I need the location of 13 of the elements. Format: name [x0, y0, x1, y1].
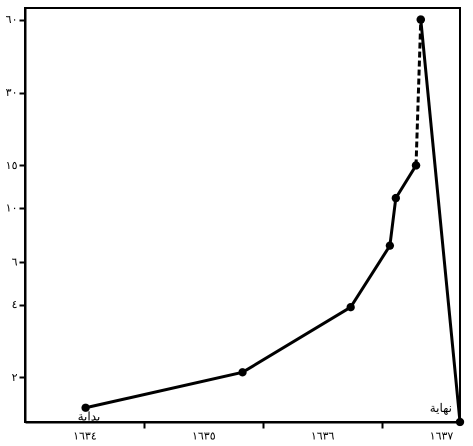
x-tick-label: ١٦٣٧ — [430, 430, 454, 442]
annotation: نهاية — [430, 401, 452, 415]
annotation: بداية — [78, 410, 100, 424]
y-tick-label: ١٥ — [6, 158, 18, 172]
y-tick-label: ٦ — [12, 255, 18, 268]
x-tick-label: ١٦٣٤ — [73, 430, 97, 442]
y-tick-label: ٤ — [12, 298, 18, 312]
x-tick-label: ١٦٣٥ — [192, 430, 216, 442]
y-tick-label: ١٠ — [6, 202, 18, 215]
y-tick-label: ٢ — [12, 370, 18, 384]
x-tick-label: ١٦٣٦ — [310, 430, 335, 442]
y-tick-label: ٦٠ — [6, 13, 18, 26]
y-tick-label: ٣٠ — [6, 86, 18, 100]
